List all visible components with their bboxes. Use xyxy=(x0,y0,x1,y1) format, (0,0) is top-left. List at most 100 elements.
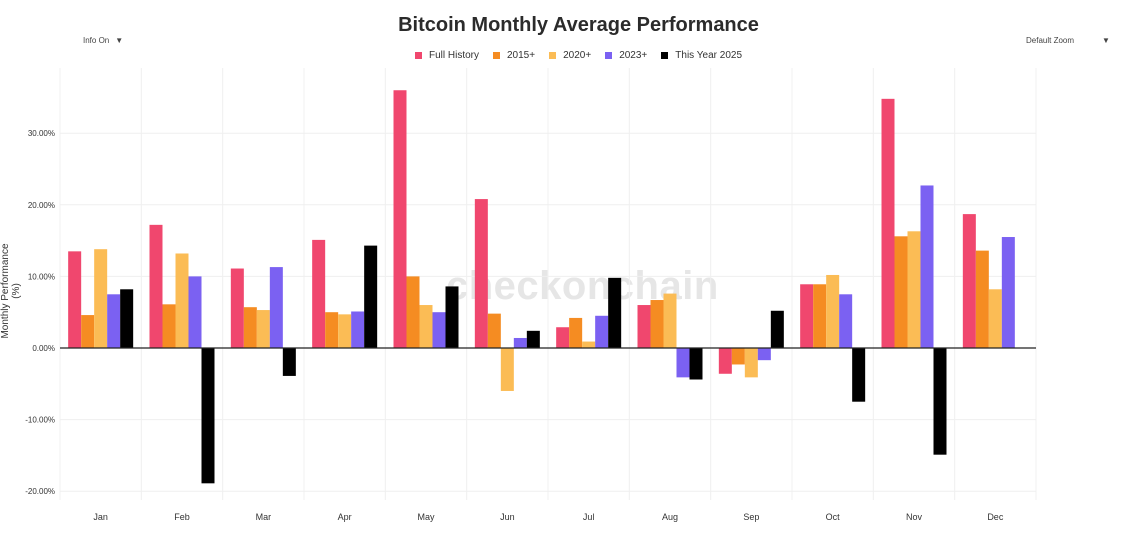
info-toggle[interactable]: Info On ▼ xyxy=(83,36,123,45)
x-tick-label: Dec xyxy=(987,512,1004,522)
legend-item[interactable]: Full History xyxy=(414,50,479,61)
legend-item[interactable]: 2015+ xyxy=(493,50,535,61)
x-tick-label: Nov xyxy=(906,512,923,522)
bar xyxy=(676,348,690,378)
bar xyxy=(201,348,215,484)
bar xyxy=(243,307,257,348)
x-tick-label: Jan xyxy=(93,512,108,522)
legend-label: This Year 2025 xyxy=(675,50,742,61)
bar xyxy=(881,98,895,348)
bar xyxy=(81,315,95,348)
y-tick-label: 30.00% xyxy=(28,129,55,138)
bar xyxy=(826,274,840,348)
x-tick-label: Sep xyxy=(743,512,759,522)
bar xyxy=(325,312,339,348)
bar xyxy=(487,313,501,348)
bar xyxy=(445,286,459,348)
x-tick-label: Mar xyxy=(256,512,272,522)
bar xyxy=(731,348,745,365)
y-tick-label: -10.00% xyxy=(25,416,55,425)
bar xyxy=(907,231,921,348)
bar xyxy=(162,304,176,348)
zoom-select[interactable]: Default Zoom ▼ xyxy=(1026,36,1110,45)
zoom-select-label: Default Zoom xyxy=(1026,36,1075,45)
bar xyxy=(149,224,163,348)
y-axis-label: Monthly Performance (%) xyxy=(0,243,22,339)
legend-item[interactable]: This Year 2025 xyxy=(661,50,742,61)
bar xyxy=(351,311,365,348)
bar xyxy=(744,348,758,378)
bar xyxy=(556,327,570,348)
bar xyxy=(94,249,108,348)
bar xyxy=(474,199,488,348)
legend-swatch xyxy=(549,52,557,59)
bar xyxy=(975,250,989,348)
y-tick-label: 10.00% xyxy=(28,272,55,281)
bar xyxy=(757,348,771,361)
bar xyxy=(432,312,446,348)
bar xyxy=(988,289,1002,348)
bar xyxy=(500,348,514,391)
bar xyxy=(338,314,352,348)
x-tick-label: Aug xyxy=(662,512,678,522)
bar xyxy=(393,90,407,349)
bar xyxy=(595,315,609,348)
bar xyxy=(364,245,378,348)
bar xyxy=(894,236,908,348)
bar xyxy=(175,253,189,348)
bar xyxy=(852,348,866,402)
bar xyxy=(120,289,134,348)
legend-item[interactable]: 2020+ xyxy=(549,50,591,61)
legend-label: 2015+ xyxy=(507,50,536,61)
x-tick-label: Feb xyxy=(174,512,190,522)
bar xyxy=(813,284,827,348)
y-tick-label: -20.00% xyxy=(25,487,55,496)
legend-label: Full History xyxy=(428,50,479,61)
bar xyxy=(770,310,784,348)
bar xyxy=(718,348,732,374)
bar xyxy=(312,239,326,348)
x-tick-label: Jul xyxy=(583,512,595,522)
x-tick-label: May xyxy=(417,512,435,522)
bar xyxy=(582,341,596,348)
legend-swatch xyxy=(493,52,500,59)
bar xyxy=(689,348,703,380)
legend-label: 2023+ xyxy=(619,50,648,61)
bar xyxy=(569,317,583,348)
y-tick-label: 0.00% xyxy=(32,344,55,353)
info-toggle-label: Info On xyxy=(83,36,110,45)
bar xyxy=(663,293,677,348)
bar xyxy=(637,305,651,348)
chart-legend: Full History 2015+ 2020+ 2023+ This Year 202… xyxy=(0,50,1125,61)
bar xyxy=(230,268,244,348)
bar xyxy=(513,337,527,348)
caret-down-icon: ▼ xyxy=(115,36,124,45)
chart-title: Bitcoin Monthly Average Performance xyxy=(398,14,759,36)
bar xyxy=(406,276,420,348)
bar xyxy=(608,277,622,348)
x-tick-label: Apr xyxy=(338,512,352,522)
bar xyxy=(107,294,121,348)
bar xyxy=(800,284,814,348)
legend-swatch xyxy=(605,52,613,59)
bar xyxy=(933,348,947,455)
bar xyxy=(920,185,934,348)
bar xyxy=(256,310,270,348)
legend-label: 2020+ xyxy=(563,50,592,61)
bar xyxy=(419,305,433,348)
y-tick-label: 20.00% xyxy=(28,201,55,210)
bar xyxy=(188,276,202,348)
bar xyxy=(68,251,82,348)
bar xyxy=(962,214,976,348)
legend-swatch xyxy=(414,52,422,59)
legend-item[interactable]: 2023+ xyxy=(605,50,647,61)
bar xyxy=(269,267,283,348)
legend-swatch xyxy=(661,52,669,59)
caret-down-icon: ▼ xyxy=(1102,36,1110,45)
bar xyxy=(1001,237,1015,348)
bar xyxy=(282,348,296,376)
bar xyxy=(650,300,664,348)
x-tick-label: Oct xyxy=(826,512,841,522)
bar xyxy=(839,294,853,348)
